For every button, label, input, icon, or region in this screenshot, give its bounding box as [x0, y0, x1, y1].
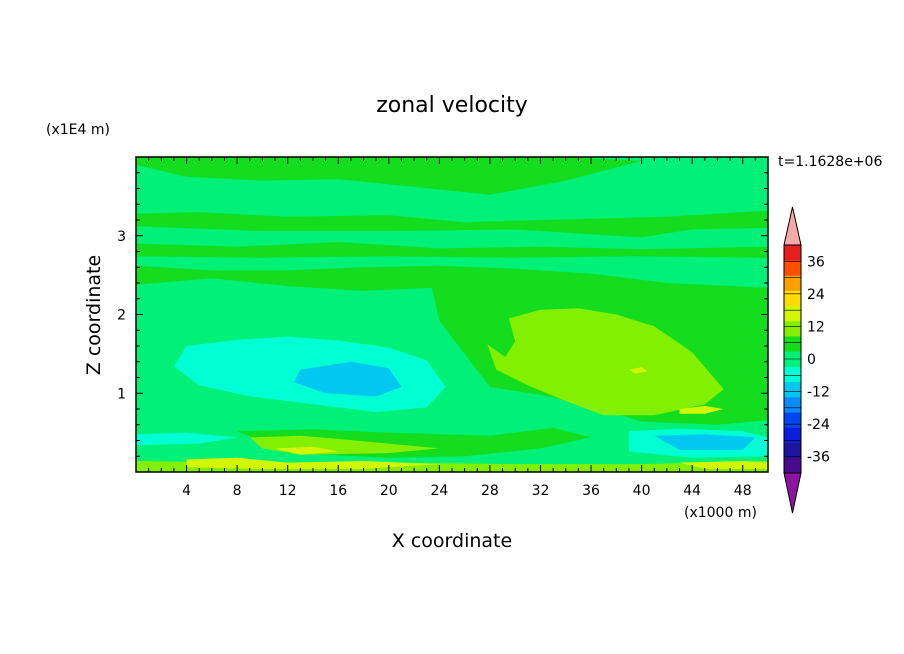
colorbar-segment: [784, 290, 801, 307]
x-axis-ticks: 4 8 12 16 20 24 28 32 36 40 44 48: [148, 157, 756, 499]
colorbar-segment: [784, 397, 801, 413]
x-tick-label: 40: [633, 483, 651, 499]
y-axis-ticks: 1 2 3: [117, 172, 768, 457]
colorbar-segment: [784, 412, 801, 428]
x-tick-label: 48: [734, 483, 752, 499]
contour-region: [629, 367, 648, 374]
colorbar-segment: [784, 245, 801, 261]
x-tick-label: 44: [683, 483, 701, 499]
colorbar-segment: [784, 427, 801, 443]
x-tick-label: 24: [430, 483, 448, 499]
colorbar-segment: [784, 321, 801, 337]
contour-region: [679, 461, 768, 469]
colorbar-over-arrow: [783, 206, 802, 246]
x-tick-label: 8: [233, 483, 242, 499]
colorbar-label: 24: [807, 287, 825, 303]
contour-region: [136, 210, 768, 238]
colorbar-label: 36: [807, 254, 825, 270]
colorbar-segment: [784, 260, 801, 276]
x-axis-label: X coordinate: [392, 530, 512, 552]
colorbar-segment: [784, 275, 801, 291]
x-tick-label: 12: [279, 483, 297, 499]
y-tick-label: 2: [117, 308, 126, 324]
x-tick-label: 32: [532, 483, 550, 499]
contour-region: [275, 446, 339, 455]
chart-title: zonal velocity: [376, 93, 528, 118]
colorbar-label: -12: [807, 385, 830, 401]
colorbar-label: 12: [807, 319, 825, 335]
y-tick-label: 3: [117, 229, 126, 245]
contour-region: [186, 457, 440, 469]
y-axis-label: Z coordinate: [83, 255, 105, 375]
y-tick-label: 1: [117, 386, 126, 402]
x-tick-label: 28: [481, 483, 499, 499]
contour-region: [487, 308, 724, 416]
colorbar-label: -36: [807, 450, 830, 466]
colorbar-under-arrow: [783, 472, 802, 514]
contour-region: [679, 405, 724, 414]
colorbar-label: 0: [807, 352, 816, 368]
colorbar-segment: [784, 442, 801, 459]
x-tick-label: 20: [380, 483, 398, 499]
colorbar-label: -24: [807, 417, 830, 433]
contour-region: [654, 434, 756, 450]
y-axis-unit: (x1E4 m): [46, 122, 110, 138]
x-tick-label: 16: [329, 483, 347, 499]
colorbar-segment: [784, 336, 801, 352]
contour-region: [136, 432, 238, 446]
contour-region: [136, 157, 642, 195]
x-tick-label: 36: [582, 483, 600, 499]
x-tick-label: 4: [182, 483, 191, 499]
x-axis-unit: (x1000 m): [684, 505, 757, 521]
contour-fills: [136, 157, 768, 472]
contour-region: [136, 242, 768, 258]
colorbar-segment: [784, 457, 801, 474]
colorbar: 36 24 12 0 -12 -24 -36: [783, 206, 830, 514]
colorbar-segment: [784, 305, 801, 322]
colorbar-segment: [784, 381, 801, 398]
time-label: t=1.1628e+06: [778, 154, 882, 170]
contour-region: [294, 361, 402, 397]
colorbar-segment: [784, 366, 801, 383]
